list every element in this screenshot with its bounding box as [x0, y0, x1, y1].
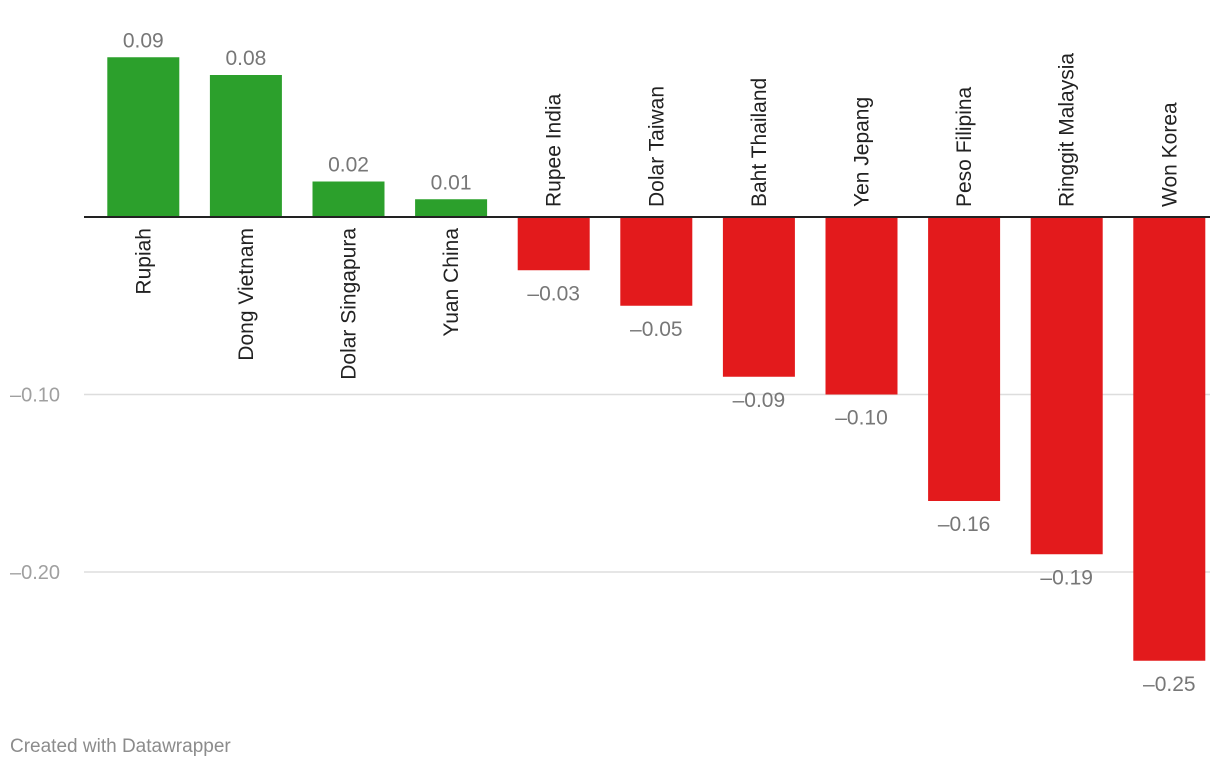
category-label: Dolar Singapura — [338, 228, 361, 380]
value-label: –0.19 — [1040, 566, 1093, 589]
value-label: 0.02 — [328, 154, 369, 177]
value-label: –0.03 — [527, 282, 580, 305]
bar — [928, 217, 1001, 501]
labels: 0.09 Rupiah 0.08 Dong Vietnam 0.02 Dolar Sing… — [84, 29, 1210, 696]
bar — [415, 199, 488, 217]
y-tick-label: –0.10 — [10, 385, 60, 407]
category-label: Dolar Taiwan — [645, 86, 668, 207]
bar — [722, 217, 795, 377]
category-label: Rupiah — [132, 228, 155, 295]
value-label: –0.16 — [938, 513, 991, 536]
category-label: Ringgit Malaysia — [1056, 53, 1079, 207]
bar — [620, 217, 693, 306]
bar — [1133, 217, 1206, 661]
gridlines: –0.10 –0.20 — [10, 385, 1210, 584]
bar — [517, 217, 590, 271]
value-label: –0.10 — [835, 407, 888, 430]
value-label: 0.09 — [123, 29, 164, 52]
value-label: 0.01 — [431, 171, 472, 194]
category-label: Yen Jepang — [851, 97, 874, 207]
category-label: Dong Vietnam — [235, 228, 258, 361]
bar — [825, 217, 898, 395]
category-label: Baht Thailand — [748, 78, 771, 207]
value-label: –0.25 — [1143, 673, 1196, 696]
category-label: Rupee India — [543, 93, 566, 207]
bar — [209, 75, 282, 217]
category-label: Yuan China — [440, 228, 463, 337]
bar — [312, 181, 385, 217]
value-label: –0.05 — [630, 318, 683, 341]
value-label: 0.08 — [225, 47, 266, 70]
y-tick-label: –0.20 — [10, 562, 60, 584]
chart-credit: Created with Datawrapper — [10, 736, 231, 757]
bar — [107, 57, 180, 217]
value-label: –0.09 — [733, 389, 786, 412]
bars — [107, 57, 1206, 661]
bar — [1030, 217, 1103, 555]
category-label: Won Korea — [1158, 102, 1181, 207]
category-label: Peso Filipina — [953, 86, 976, 207]
